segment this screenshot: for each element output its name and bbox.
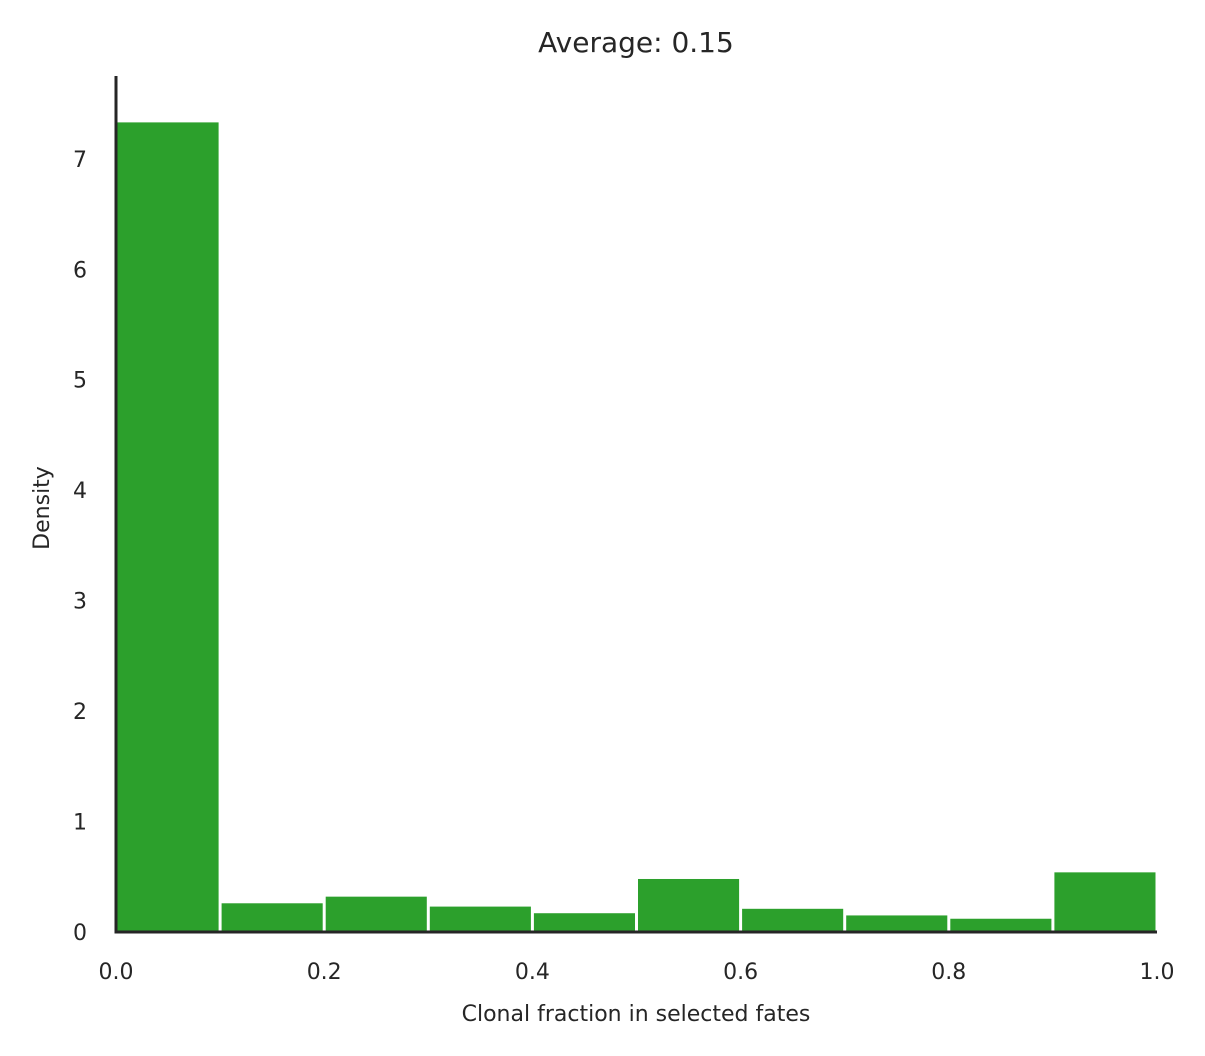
- y-tick-label-1: 1: [73, 811, 87, 836]
- histogram-bars: [117, 122, 1156, 933]
- y-axis-label: Density: [30, 466, 55, 550]
- y-tick-label-5: 5: [73, 369, 87, 394]
- x-axis-ticks: 0.0 0.2 0.4 0.6 0.8 1.0: [99, 960, 1175, 985]
- y-tick-label-0: 0: [73, 921, 87, 946]
- histogram-bar-9: [1054, 872, 1156, 932]
- x-tick-label-1: 0.2: [307, 960, 342, 985]
- x-axis-label: Clonal fraction in selected fates: [462, 1002, 811, 1027]
- histogram-bar-6: [742, 908, 844, 932]
- y-tick-label-4: 4: [73, 479, 87, 504]
- y-tick-label-2: 2: [73, 700, 87, 725]
- y-axis-ticks: 0 1 2 3 4 5 6 7: [73, 148, 87, 946]
- x-tick-label-3: 0.6: [723, 960, 758, 985]
- x-tick-label-2: 0.4: [515, 960, 550, 985]
- histogram-bar-8: [950, 918, 1052, 932]
- histogram-bar-1: [221, 903, 323, 932]
- x-tick-label-5: 1.0: [1140, 960, 1175, 985]
- y-tick-label-7: 7: [73, 148, 87, 173]
- histogram-bar-0: [117, 122, 219, 933]
- y-tick-label-3: 3: [73, 590, 87, 615]
- histogram-bar-3: [429, 906, 531, 932]
- histogram-bar-2: [325, 896, 427, 932]
- x-tick-label-0: 0.0: [99, 960, 134, 985]
- y-tick-label-6: 6: [73, 258, 87, 283]
- histogram-bar-7: [846, 915, 948, 932]
- chart-title: Average: 0.15: [538, 26, 734, 59]
- histogram-bar-4: [533, 913, 635, 932]
- histogram-bar-5: [638, 878, 740, 932]
- x-tick-label-4: 0.8: [931, 960, 966, 985]
